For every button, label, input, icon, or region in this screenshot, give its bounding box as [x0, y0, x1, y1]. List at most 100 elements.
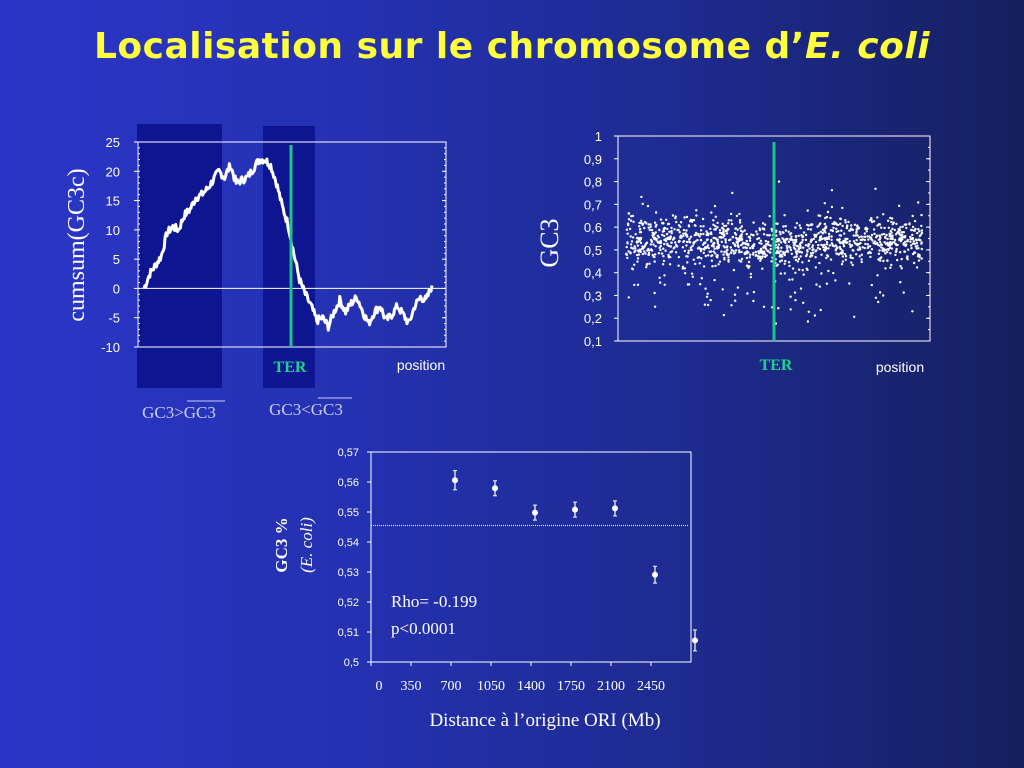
gc3-point [864, 227, 867, 231]
gc3-point [758, 255, 762, 258]
distance-x-tick-label: 1400 [517, 679, 545, 694]
gc3-point [717, 263, 720, 266]
gc3-point [685, 215, 689, 219]
gc3-point [916, 255, 920, 258]
gc3-point [738, 251, 741, 254]
gc3-point [653, 221, 657, 224]
gc3-point [906, 258, 909, 261]
gc3-point [705, 245, 708, 249]
gc3-point [752, 234, 755, 237]
gc3-point [776, 240, 780, 243]
gc3-point [865, 230, 868, 233]
gc3-point [683, 272, 687, 275]
gc3-point [706, 303, 710, 307]
gc3-point [790, 252, 793, 255]
distance-y-tick-label: 0,52 [338, 597, 359, 609]
gc3-point [876, 224, 879, 227]
gc3-point [817, 243, 820, 247]
gc3-point [887, 226, 890, 229]
gc3-point [839, 241, 842, 245]
gc3-point [699, 249, 703, 253]
gc3-point [742, 246, 745, 249]
gc3-y-axis-label: GC3 [535, 218, 564, 267]
gc3-point [878, 234, 881, 237]
gc3-point [639, 249, 642, 253]
gc3-point [823, 202, 826, 205]
gc3-point [745, 239, 748, 243]
gc3-point [746, 292, 749, 295]
gc3-point [811, 251, 815, 254]
gc3-point [769, 247, 772, 251]
gc3-point [740, 250, 743, 254]
gc3-point [867, 235, 871, 238]
gc3-point [745, 256, 749, 260]
gc3-point [918, 234, 921, 238]
gc3-point [837, 223, 840, 227]
gc3-point [829, 216, 832, 220]
gc3-point [730, 251, 733, 254]
gc3-point [890, 220, 893, 224]
gc3-point [811, 246, 814, 249]
gc3-point [627, 212, 631, 215]
gc3-point [732, 268, 736, 272]
gc3-point [659, 239, 662, 243]
gc3-point [679, 221, 683, 224]
gc3-point [786, 246, 789, 250]
gc3-point [711, 265, 714, 268]
gc3-point [807, 310, 810, 313]
gc3-point [762, 246, 766, 249]
gc3-point [631, 268, 634, 271]
ter-label: TER [274, 359, 307, 376]
gc3-point [667, 236, 671, 239]
gc3-point [763, 223, 767, 226]
gc3-point [816, 246, 820, 250]
gc3-point [734, 249, 738, 252]
gc3-point [850, 261, 853, 264]
gc3-point [860, 260, 863, 264]
gc3-point [778, 230, 781, 234]
gc3-point [799, 244, 802, 248]
gc3-point [893, 228, 896, 232]
gc3-point [689, 218, 693, 222]
gc3-point [889, 266, 892, 269]
gc3-point [785, 244, 788, 247]
gc3-point [658, 246, 661, 249]
gc3-point [724, 241, 727, 244]
gc3-point [794, 240, 798, 243]
gc3-point [734, 244, 737, 248]
gc3-point [643, 226, 646, 230]
gc3-point [784, 251, 787, 254]
gc3-point [914, 251, 917, 254]
gc3-point [917, 201, 920, 204]
gc3-point [841, 206, 844, 210]
gc3-point [917, 247, 920, 250]
gc3-point [827, 235, 831, 238]
gc3-point [718, 231, 722, 234]
gc3-point [870, 248, 874, 251]
gc3-point [900, 231, 903, 234]
gc3-point [689, 246, 692, 249]
gc3-point [900, 236, 903, 239]
gc3-point [650, 240, 654, 244]
gc3-point [694, 262, 697, 266]
gc3-point [683, 216, 686, 219]
gc3-point [802, 231, 806, 234]
gc3-point [890, 263, 893, 267]
gc3-point [902, 231, 905, 234]
gc3-point [731, 235, 734, 239]
gc3-point [851, 256, 854, 260]
gc3-point [640, 195, 643, 199]
gc3-point [829, 229, 833, 232]
gc3-point [874, 187, 877, 190]
gc3-point [714, 215, 717, 218]
gc3-point [686, 261, 689, 264]
gc3-point [761, 250, 764, 253]
gc3-point [654, 245, 657, 248]
gc3-point [626, 256, 629, 260]
gc3-point [666, 227, 669, 231]
gc3-point [877, 258, 880, 261]
gc3-point [806, 320, 810, 323]
gc3-point [747, 242, 750, 246]
gc3-point [823, 249, 827, 252]
gc3-point [849, 254, 852, 257]
